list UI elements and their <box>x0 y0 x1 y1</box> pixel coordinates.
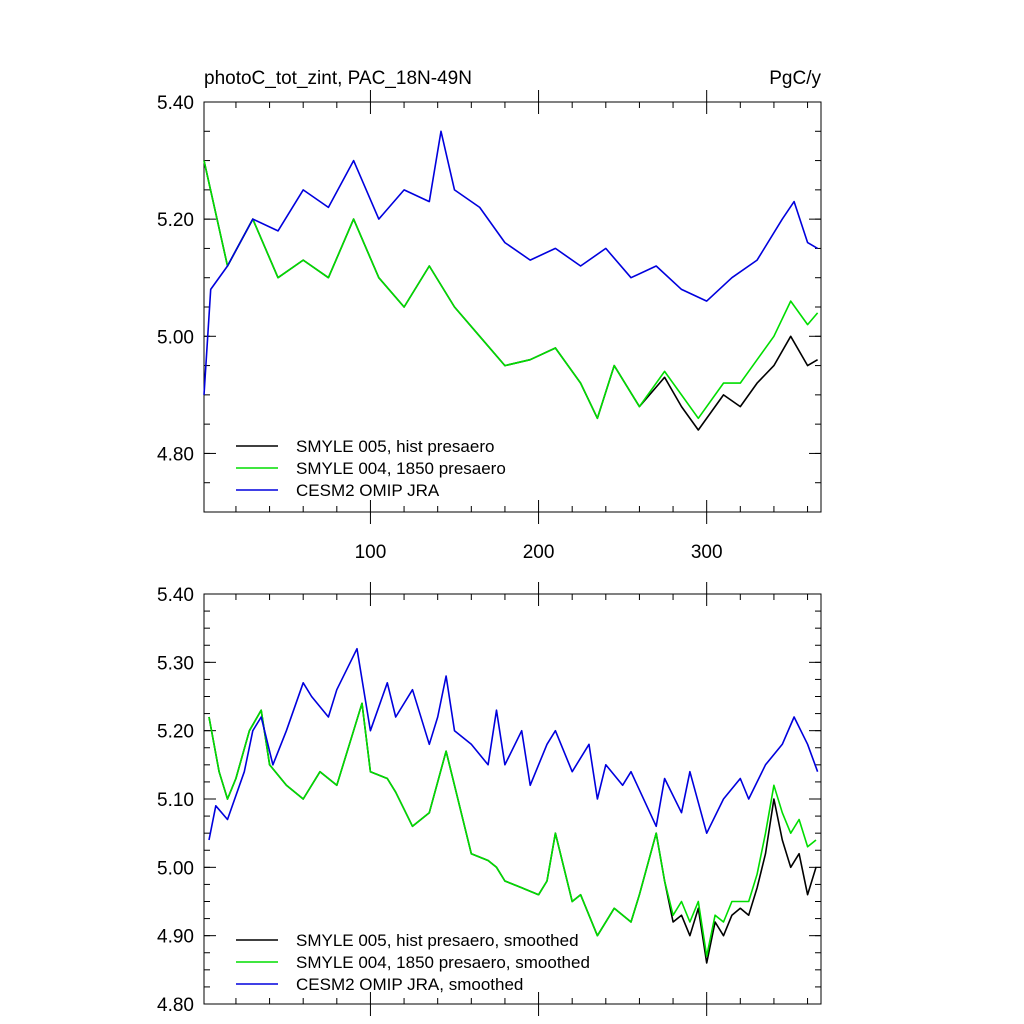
bottom-legend-label-0: SMYLE 005, hist presaero, smoothed <box>296 931 579 950</box>
bottom-axis-ticks: 4.80 4.90 5.00 5.10 5.20 5.30 5.40 <box>157 582 821 1016</box>
top-units: PgC/y <box>769 68 821 89</box>
bottom-series-line-2 <box>208 647 819 841</box>
top-ytick-label: 5.00 <box>157 327 194 348</box>
bottom-legend: SMYLE 005, hist presaero, smoothed SMYLE … <box>236 931 590 994</box>
top-ytick-label: 5.20 <box>157 210 194 231</box>
bottom-ytick-label: 5.30 <box>157 653 194 674</box>
bottom-legend-label-2: CESM2 OMIP JRA, smoothed <box>296 975 523 994</box>
bottom-legend-label-1: SMYLE 004, 1850 presaero, smoothed <box>296 953 590 972</box>
top-title: photoC_tot_zint, PAC_18N-49N <box>204 68 472 89</box>
bottom-ytick-label: 5.40 <box>157 585 194 606</box>
top-xtick-label: 200 <box>523 542 555 563</box>
top-series-group <box>203 130 819 431</box>
top-ytick-label: 4.80 <box>157 444 194 465</box>
top-legend-label-2: CESM2 OMIP JRA <box>296 481 440 500</box>
bottom-ytick-label: 4.90 <box>157 927 194 948</box>
bottom-ytick-label: 5.00 <box>157 858 194 879</box>
top-xtick-label: 300 <box>691 542 723 563</box>
bottom-ytick-label: 4.80 <box>157 995 194 1016</box>
bottom-series-line-0 <box>208 702 817 964</box>
bottom-series-group <box>208 647 819 964</box>
bottom-ytick-label: 5.20 <box>157 722 194 743</box>
top-legend-label-1: SMYLE 004, 1850 presaero <box>296 459 506 478</box>
top-series-line-2 <box>203 130 819 395</box>
top-axis-ticks: 4.80 5.00 5.20 5.40 100 200 300 <box>157 90 821 563</box>
top-panel: photoC_tot_zint, PAC_18N-49N PgC/y 4.80 5… <box>157 68 822 563</box>
bottom-ytick-label: 5.10 <box>157 790 194 811</box>
bottom-series-line-1 <box>208 702 817 958</box>
top-series-line-1 <box>203 160 819 420</box>
top-ytick-label: 5.40 <box>157 93 194 114</box>
top-xtick-label: 100 <box>355 542 387 563</box>
bottom-panel: 4.80 4.90 5.00 5.10 5.20 5.30 5.40 SMYLE 005, … <box>157 582 822 1016</box>
top-legend: SMYLE 005, hist presaero SMYLE 004, 1850 … <box>236 437 506 500</box>
top-legend-label-0: SMYLE 005, hist presaero <box>296 437 494 456</box>
